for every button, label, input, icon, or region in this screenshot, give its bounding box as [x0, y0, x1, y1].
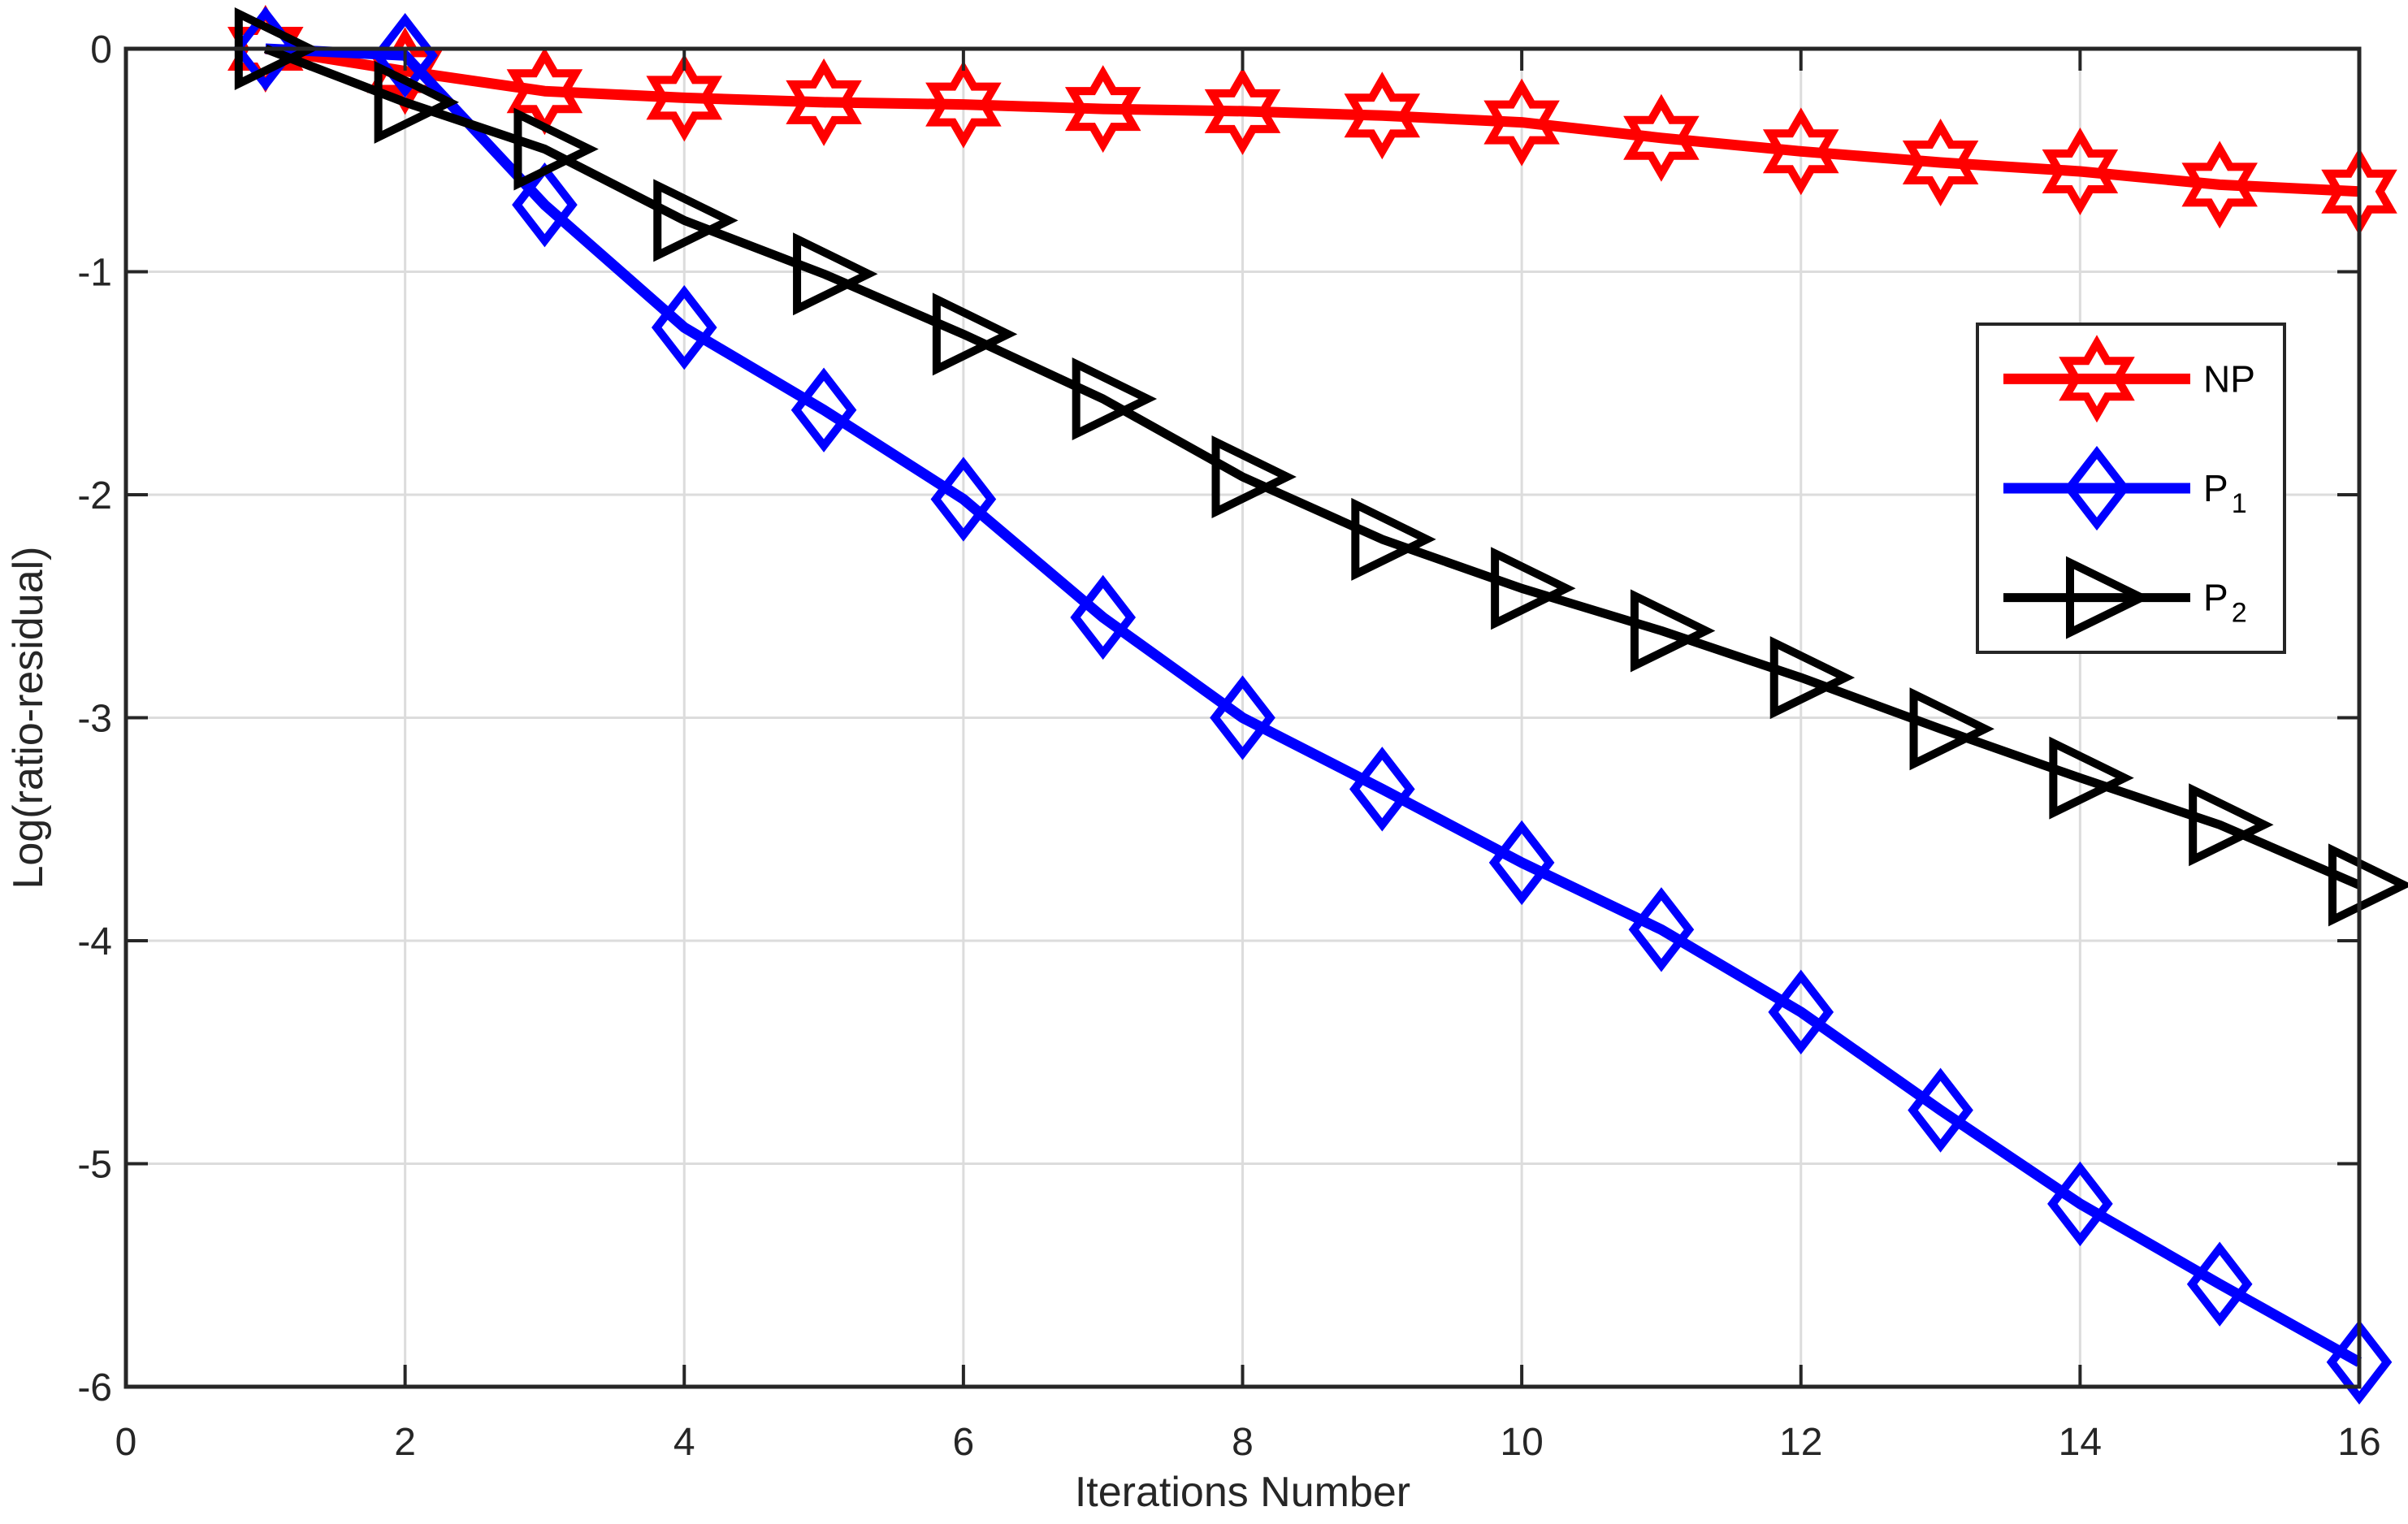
series-NP-marker	[2181, 141, 2258, 229]
series-P2-marker	[1351, 497, 1436, 581]
series-P1-marker	[930, 457, 997, 542]
series-P2-marker	[374, 60, 460, 144]
series-P2-marker	[1211, 435, 1297, 519]
series-P1-marker	[2326, 1319, 2393, 1405]
series-P1-line	[265, 43, 2363, 1367]
series-NP-marker	[1204, 67, 1281, 155]
y-tick-label: 0	[90, 28, 112, 71]
series-P1-marker	[512, 162, 578, 248]
series-P1-marker	[2047, 1161, 2113, 1247]
series-P2-marker	[2328, 843, 2408, 927]
series-P2-marker	[2189, 783, 2274, 867]
series-NP-marker	[925, 60, 1002, 149]
series-P2-marker	[1491, 547, 1576, 630]
series-P2-marker	[932, 292, 1018, 376]
x-tick-label: 14	[2059, 1421, 2102, 1464]
series-NP-marker	[1623, 93, 1700, 182]
series-P2-marker	[653, 179, 738, 262]
y-tick-label: -6	[77, 1366, 112, 1409]
series-P1-marker	[1349, 747, 1415, 832]
series-P1-marker	[1628, 887, 1695, 972]
series-NP-marker	[2042, 127, 2119, 216]
series-P2-marker	[1072, 357, 1158, 440]
series-P2-marker	[1909, 687, 1994, 771]
legend-marker-hexagram	[2059, 335, 2135, 423]
series-P1-marker	[1488, 820, 1555, 906]
series-P2-line	[263, 44, 2362, 890]
series-P1-marker	[790, 367, 857, 452]
series-NP-marker	[1344, 71, 1421, 160]
series-NP-marker	[1762, 107, 1839, 196]
x-tick-label: 6	[953, 1421, 975, 1464]
legend-label-NP: NP	[2203, 357, 2255, 400]
y-tick-label: -1	[77, 252, 112, 295]
series-P1-marker	[1768, 969, 1834, 1055]
series-P1-marker	[1210, 675, 1275, 760]
y-tick-label: -2	[77, 474, 112, 517]
x-tick-label: 2	[394, 1421, 416, 1464]
series-NP-line	[264, 43, 2360, 197]
series-P2-marker	[513, 107, 599, 191]
y-tick-label: -4	[77, 920, 112, 963]
x-tick-label: 10	[1500, 1421, 1543, 1464]
series-P1-marker	[2186, 1241, 2253, 1327]
series-P1-marker	[651, 284, 717, 370]
y-axis-label: Log(ratio-residual)	[5, 547, 52, 890]
series-P2-marker	[1630, 589, 1716, 673]
x-tick-label: 8	[1232, 1421, 1254, 1464]
legend: NP P 1 P 2	[1976, 323, 2286, 654]
series-P2-marker	[793, 232, 878, 316]
x-tick-label: 12	[1779, 1421, 1822, 1464]
series-NP-marker	[1483, 78, 1560, 167]
x-tick-label: 16	[2337, 1421, 2380, 1464]
series-P1-marker	[372, 13, 438, 98]
x-axis-label: Iterations Number	[1075, 1469, 1410, 1516]
series-NP-marker	[786, 58, 862, 146]
series-NP-marker	[1064, 65, 1141, 154]
legend-marker-triangle-right	[2066, 556, 2151, 639]
series-P2-marker	[1769, 636, 1856, 720]
x-tick-label: 0	[115, 1421, 137, 1464]
series-P1-marker	[1070, 574, 1137, 660]
series-NP-marker	[646, 54, 723, 142]
series-NP-marker	[1902, 118, 1979, 207]
series-P2-marker	[2049, 736, 2134, 820]
series-P1-marker	[1908, 1067, 1973, 1153]
legend-marker-diamond	[2064, 445, 2130, 531]
y-tick-label: -3	[77, 698, 112, 741]
x-tick-label: 4	[673, 1421, 695, 1464]
y-tick-label: -5	[77, 1144, 112, 1187]
